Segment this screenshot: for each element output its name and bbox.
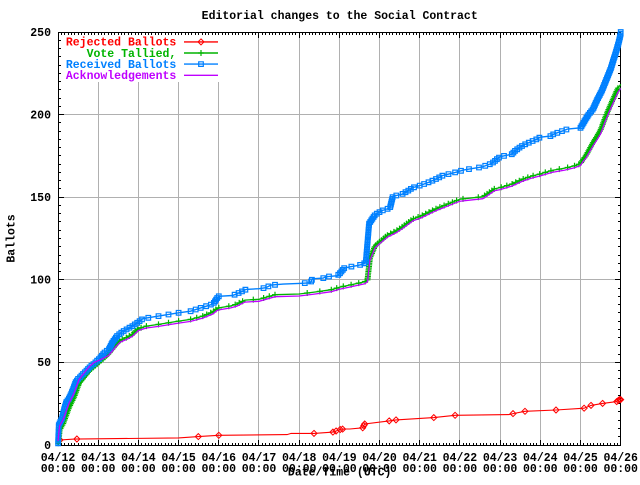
svg-text:04/26: 04/26 [603, 452, 638, 465]
svg-text:50: 50 [37, 357, 51, 370]
svg-text:04/16: 04/16 [202, 452, 237, 465]
svg-text:04/18: 04/18 [282, 452, 317, 465]
svg-text:04/17: 04/17 [242, 452, 277, 465]
svg-text:04/14: 04/14 [121, 452, 156, 465]
svg-text:00:00: 00:00 [202, 463, 237, 476]
svg-text:00:00: 00:00 [322, 463, 357, 476]
svg-text:04/19: 04/19 [322, 452, 357, 465]
svg-text:00:00: 00:00 [41, 463, 76, 476]
svg-text:0: 0 [44, 440, 51, 453]
svg-text:00:00: 00:00 [603, 463, 638, 476]
svg-text:200: 200 [30, 109, 51, 122]
svg-text:04/20: 04/20 [362, 452, 397, 465]
svg-text:00:00: 00:00 [483, 463, 518, 476]
svg-text:00:00: 00:00 [242, 463, 277, 476]
svg-text:Acknowledgements: Acknowledgements [66, 70, 177, 83]
svg-text:Editorial changes to the Socia: Editorial changes to the Social Contract [202, 10, 478, 23]
svg-text:00:00: 00:00 [362, 463, 397, 476]
svg-text:00:00: 00:00 [81, 463, 116, 476]
svg-text:Rejected Ballots: Rejected Ballots [66, 37, 177, 50]
svg-text:04/22: 04/22 [443, 452, 478, 465]
svg-text:00:00: 00:00 [161, 463, 196, 476]
svg-text:00:00: 00:00 [402, 463, 437, 476]
svg-text:250: 250 [30, 27, 51, 40]
svg-text:00:00: 00:00 [282, 463, 317, 476]
svg-text:04/24: 04/24 [523, 452, 558, 465]
svg-text:150: 150 [30, 192, 51, 205]
svg-text:00:00: 00:00 [523, 463, 558, 476]
svg-text:Ballots: Ballots [6, 214, 19, 262]
svg-text:Received Ballots: Received Ballots [66, 59, 177, 72]
svg-text:Date/Time (UTC): Date/Time (UTC) [288, 467, 392, 480]
svg-text:00:00: 00:00 [563, 463, 598, 476]
svg-text:04/15: 04/15 [161, 452, 196, 465]
svg-text:100: 100 [30, 275, 51, 288]
svg-text:04/23: 04/23 [483, 452, 518, 465]
svg-text:00:00: 00:00 [121, 463, 156, 476]
svg-text:Vote Tallied,: Vote Tallied, [87, 48, 177, 61]
svg-text:04/13: 04/13 [81, 452, 116, 465]
svg-text:04/21: 04/21 [402, 452, 437, 465]
svg-text:04/25: 04/25 [563, 452, 598, 465]
svg-text:04/12: 04/12 [41, 452, 76, 465]
svg-text:00:00: 00:00 [443, 463, 478, 476]
